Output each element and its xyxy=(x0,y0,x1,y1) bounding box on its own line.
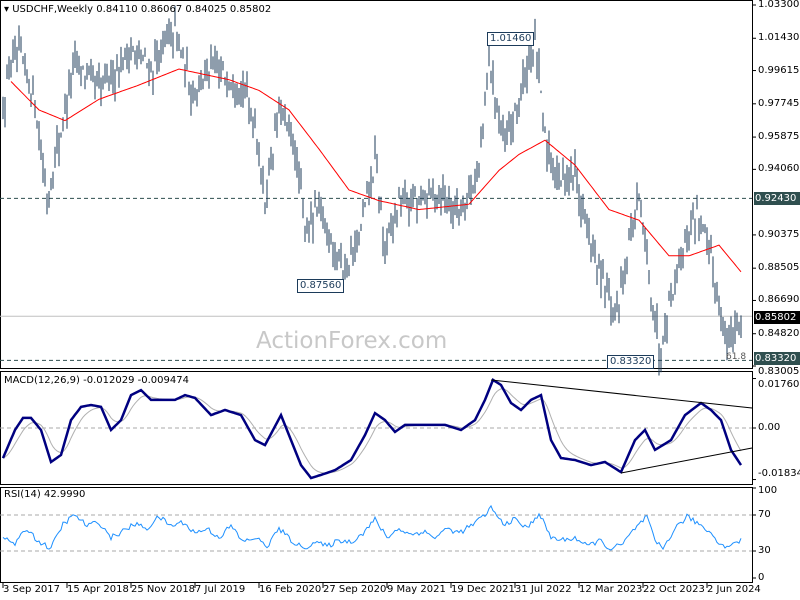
annotation-high: 1.01460 xyxy=(487,32,535,46)
rsi-title: RSI(14) 42.9990 xyxy=(4,489,86,500)
date-axis-label: 22 Oct 2023 xyxy=(643,584,705,595)
price-axis-label: 1.03300 xyxy=(758,0,800,10)
macd-axis-label: 0.00 xyxy=(758,422,781,433)
macd-signal-line xyxy=(2,388,742,474)
macd-trendline xyxy=(490,379,753,409)
price-axis-label: 0.86690 xyxy=(758,294,800,306)
price-axis-label: 0.90375 xyxy=(758,228,800,240)
rsi-axis-label: 100 xyxy=(758,485,778,496)
date-axis-label: 3 Sep 2017 xyxy=(3,584,61,595)
date-axis-label: 31 Jul 2022 xyxy=(515,584,572,595)
level-tag-resistance: 0.92430 xyxy=(754,192,800,205)
price-axis-label: 0.99615 xyxy=(758,64,800,76)
macd-axis-label: 0.017603 xyxy=(758,379,800,390)
price-axis-label: 0.94060 xyxy=(758,163,800,175)
chart-header: ▾ USDCHF,Weekly 0.84110 0.86067 0.84025 … xyxy=(4,4,271,15)
date-axis-label: 19 Dec 2021 xyxy=(451,584,515,595)
date-axis-label: 12 Mar 2023 xyxy=(579,584,643,595)
rsi-axis-label: 0 xyxy=(758,572,765,583)
price-axis-label: 0.97745 xyxy=(758,97,800,109)
macd-title: MACD(12,26,9) -0.012029 -0.009474 xyxy=(4,375,189,386)
date-axis-label: 16 Feb 2020 xyxy=(259,584,322,595)
watermark: ActionForex.com xyxy=(256,328,448,354)
date-axis-label: 2 Jun 2024 xyxy=(707,584,761,595)
macd-trendline xyxy=(620,447,753,474)
symbol-label: USDCHF,Weekly xyxy=(12,4,94,15)
price-axis-label: 0.84820 xyxy=(758,327,800,339)
main-panel xyxy=(0,0,753,369)
ohlc-values: 0.84110 0.86067 0.84025 0.85802 xyxy=(96,4,272,15)
date-axis-label: 9 May 2021 xyxy=(387,584,446,595)
collapse-triangle-icon[interactable]: ▾ xyxy=(4,4,13,15)
date-axis-label: 27 Sep 2020 xyxy=(323,584,387,595)
macd-line xyxy=(1,378,743,480)
date-axis-label: 7 Jul 2019 xyxy=(195,584,246,595)
date-axis-label: 25 Nov 2018 xyxy=(131,584,196,595)
price-axis-label: 0.88505 xyxy=(758,262,800,274)
macd-axis-label: -0.01834 xyxy=(758,468,800,479)
moving-average-line xyxy=(10,68,742,273)
price-axis-label: 1.01430 xyxy=(758,32,800,44)
price-axis-label: 0.83005 xyxy=(758,366,800,377)
fib-label: 61.8 xyxy=(726,352,747,362)
rsi-panel xyxy=(0,487,753,583)
rsi-line xyxy=(2,504,742,551)
current-price-tag: 0.85802 xyxy=(754,311,800,324)
level-tag-support: 0.83320 xyxy=(754,352,800,365)
annotation-low-2023: 0.83320 xyxy=(607,355,655,369)
price-axis-label: 0.95875 xyxy=(758,131,800,143)
rsi-axis-label: 70 xyxy=(758,509,771,520)
date-axis-label: 15 Apr 2018 xyxy=(67,584,129,595)
rsi-axis-label: 30 xyxy=(758,545,771,556)
annotation-low-2020: 0.87560 xyxy=(297,279,345,293)
